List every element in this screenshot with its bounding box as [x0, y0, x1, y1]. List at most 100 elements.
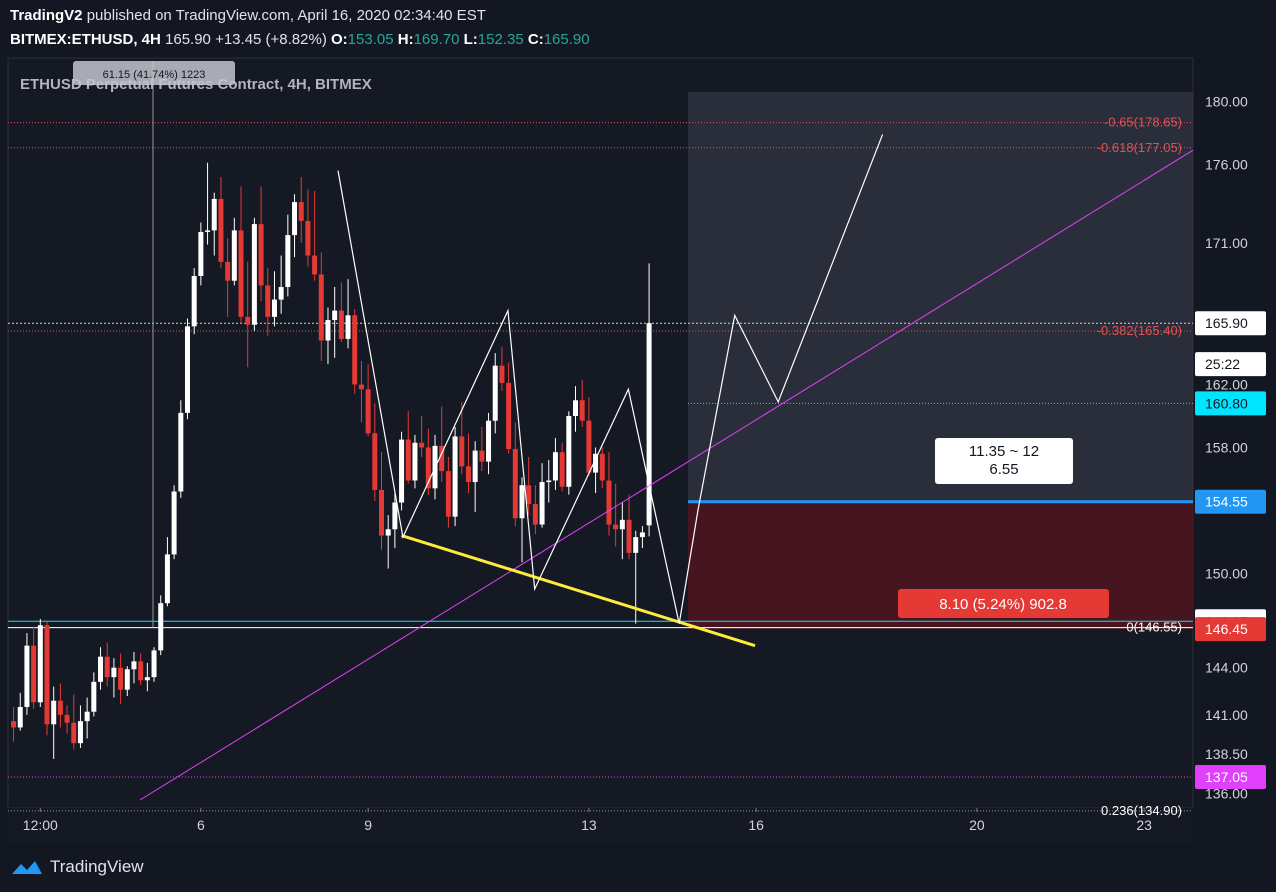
- zigzag-projection[interactable]: [337, 134, 884, 624]
- fib-level-label: -0.618(177.05): [1097, 140, 1182, 155]
- candle-up: [191, 276, 197, 327]
- candle-down: [11, 721, 17, 728]
- price-axis-tick: 162.00: [1205, 377, 1248, 393]
- candle-up: [171, 491, 177, 555]
- time-axis-tick: 12:00: [23, 817, 58, 833]
- candle-up: [639, 532, 645, 538]
- candle-down: [526, 485, 532, 505]
- candle-down: [613, 524, 619, 530]
- target-zone[interactable]: [688, 91, 1193, 502]
- candle-up: [205, 230, 211, 232]
- last-price: 165.90: [165, 31, 211, 48]
- candle-up: [184, 326, 190, 413]
- price-axis-tick: 158.00: [1205, 439, 1248, 455]
- publish-line: TradingV2 published on TradingView.com, …: [10, 7, 486, 24]
- candle-up: [332, 310, 338, 321]
- high-label: H:: [397, 31, 414, 48]
- candle-down: [298, 202, 304, 221]
- candle-up: [17, 707, 23, 728]
- price-badge-label: 137.05: [1205, 769, 1248, 785]
- candle-down: [559, 452, 565, 487]
- candle-up: [492, 365, 498, 421]
- candle-down: [138, 661, 144, 681]
- close-value: 165.90: [543, 31, 590, 48]
- candle-down: [439, 445, 445, 472]
- candle-down: [512, 449, 518, 519]
- target-info-box[interactable]: [935, 438, 1073, 484]
- price-chart[interactable]: -0.65(178.65) -0.618(177.05) -0.382(165.40…: [0, 56, 1276, 845]
- fib-level-label: 0(146.55): [1126, 620, 1182, 635]
- candle-down: [218, 198, 224, 262]
- close-label: C:: [527, 31, 544, 48]
- candle-down: [479, 450, 485, 462]
- price-badge[interactable]: [1195, 489, 1266, 514]
- candle-down: [499, 365, 505, 383]
- time-axis-tick: 13: [581, 817, 597, 833]
- candle-up: [91, 681, 97, 712]
- candle-up: [211, 198, 217, 231]
- time-axis-tick: 6: [197, 817, 205, 833]
- candle-down: [64, 714, 70, 723]
- time-axis: [8, 808, 1193, 843]
- candle-up: [519, 485, 525, 519]
- candle-down: [258, 224, 264, 286]
- fib-level-label: 0.236(134.90): [1101, 803, 1182, 818]
- stop-info-box[interactable]: [898, 589, 1109, 618]
- high-value: 169.70: [413, 31, 460, 48]
- price-axis-tick: 150.00: [1205, 565, 1248, 581]
- price-axis-tick: 138.50: [1205, 746, 1248, 762]
- candle-down: [425, 447, 431, 489]
- footer-brand: TradingView: [50, 857, 144, 876]
- candle-up: [646, 323, 652, 526]
- measure-tool[interactable]: 61.15 (41.74%) 1223: [73, 61, 235, 85]
- price-axis-tick: 176.00: [1205, 156, 1248, 172]
- candle-up: [325, 320, 331, 341]
- candle-down: [465, 466, 471, 483]
- drawings: [139, 134, 1194, 801]
- tradingview-logo[interactable]: TradingView: [10, 857, 144, 877]
- footer: TradingView: [0, 845, 1276, 892]
- candle-down: [459, 436, 465, 467]
- price-badge[interactable]: [1195, 352, 1266, 377]
- level-labels: -0.65(178.65) -0.618(177.05) -0.382(165.40…: [898, 115, 1182, 818]
- candle-up: [131, 661, 137, 670]
- candle-down: [31, 645, 37, 703]
- yellow-trendline[interactable]: [401, 534, 756, 648]
- price-badge[interactable]: [1195, 765, 1266, 790]
- candle-down: [338, 310, 344, 339]
- candle-down: [225, 261, 231, 281]
- published-text: published on TradingView.com, April 16, …: [86, 7, 486, 24]
- candle-up: [593, 453, 599, 473]
- time-axis-tick: 20: [969, 817, 985, 833]
- open-label: O:: [331, 31, 348, 48]
- candle-up: [392, 502, 398, 530]
- candle-up: [292, 202, 298, 236]
- candle-down: [579, 400, 585, 421]
- candle-up: [552, 452, 558, 481]
- symbol-label[interactable]: BITMEX:ETHUSD, 4H: [10, 31, 161, 48]
- magenta-trendline[interactable]: [139, 149, 1194, 801]
- price-badge[interactable]: [1195, 617, 1266, 642]
- candle-up: [98, 656, 104, 682]
- candle-up: [37, 625, 43, 703]
- symbol-line: BITMEX:ETHUSD, 4H 165.90 +13.45 (+8.82%)…: [10, 31, 590, 48]
- price-badge-label: 160.80: [1205, 395, 1248, 411]
- price-badge[interactable]: [1195, 391, 1266, 416]
- candle-up: [271, 299, 277, 317]
- candle-up: [546, 480, 552, 483]
- chart-header: TradingV2 published on TradingView.com, …: [0, 0, 1276, 56]
- fib-level-label: -0.382(165.40): [1097, 323, 1182, 338]
- time-axis-ticks[interactable]: 12:00 6 9 13 16 20 23: [23, 808, 1152, 833]
- candle-up: [619, 519, 625, 530]
- candle-up: [633, 537, 639, 553]
- candle-up: [178, 412, 184, 492]
- publisher-name[interactable]: TradingV2: [10, 7, 83, 24]
- candle-down: [379, 489, 384, 536]
- price-axis[interactable]: 180.00 176.00 171.00 162.00 158.00 150.00 144.…: [1195, 93, 1266, 802]
- candle-down: [506, 382, 512, 450]
- price-badge[interactable]: [1195, 311, 1266, 336]
- candle-down: [586, 420, 592, 473]
- candle-up: [573, 400, 579, 416]
- candle-down: [358, 384, 364, 390]
- candle-up: [452, 436, 458, 517]
